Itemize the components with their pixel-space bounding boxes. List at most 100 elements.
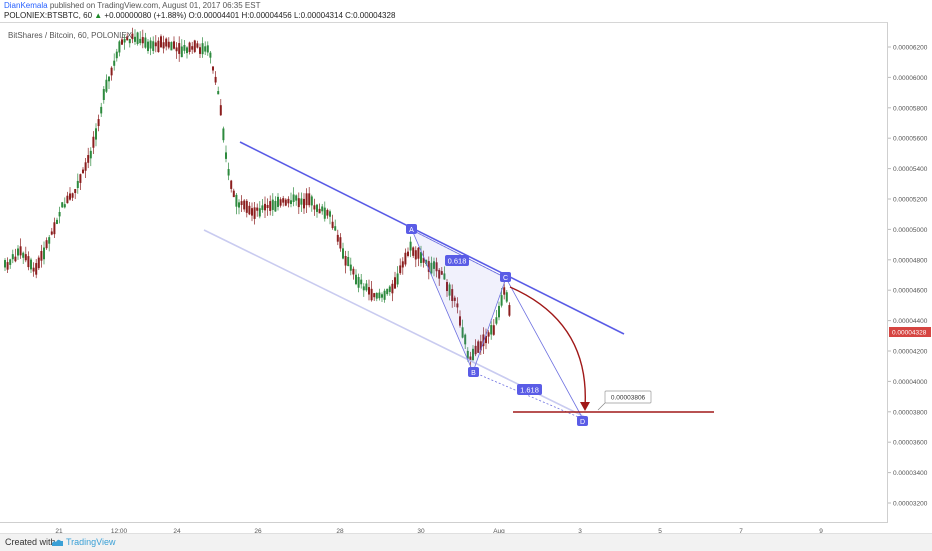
- point-a-marker[interactable]: A: [406, 224, 417, 234]
- candle-body: [40, 251, 43, 261]
- candle-body: [92, 136, 95, 148]
- tradingview-link[interactable]: TradingView: [66, 537, 116, 547]
- point-c-marker[interactable]: C: [500, 272, 511, 282]
- price-tick-label: 0.00006200: [893, 45, 928, 52]
- candle-body: [175, 47, 178, 52]
- candle-body: [414, 250, 417, 260]
- candle-body: [191, 46, 194, 50]
- candle-body: [443, 273, 446, 280]
- candle-body: [331, 221, 334, 228]
- price-axis[interactable]: 0.00006200 0.00006000 0.00005800 0.00005600…: [888, 22, 932, 522]
- point-a-label: A: [409, 227, 414, 234]
- upper-channel-line[interactable]: [239, 141, 625, 335]
- target-price-label: 0.00003806: [611, 395, 646, 402]
- candle-body: [472, 348, 474, 360]
- price-chart[interactable]: A B C D 0.618 1.618 0.00003806: [0, 22, 888, 522]
- candle-body: [323, 207, 326, 219]
- time-tick-label: 21: [55, 528, 63, 535]
- pattern-leg-ac: [411, 229, 507, 279]
- candle-body: [71, 193, 74, 198]
- candle-body: [193, 40, 196, 52]
- candle-body: [123, 38, 126, 43]
- candle-body: [22, 252, 25, 258]
- symbol-info: POLONIEX:BTSBTC, 60: [4, 11, 93, 20]
- candle-body: [349, 264, 352, 271]
- created-with-text: Created with: [5, 537, 56, 547]
- candle-body: [477, 341, 480, 353]
- candle-body: [102, 89, 105, 100]
- time-tick-label: 30: [417, 528, 425, 535]
- author-link[interactable]: DianKemala: [4, 1, 48, 10]
- point-b-marker[interactable]: B: [468, 367, 479, 377]
- candle-body: [282, 198, 285, 203]
- time-axis[interactable]: 21 12:00 24 26 28 30 Aug 3 5 7 9: [0, 522, 888, 535]
- target-callout[interactable]: 0.00003806: [597, 390, 652, 411]
- candle-body: [9, 259, 12, 265]
- chart-pane[interactable]: [0, 22, 888, 522]
- time-tick-label: 7: [739, 528, 743, 535]
- point-d-marker[interactable]: D: [577, 416, 588, 426]
- candle-body: [469, 356, 472, 361]
- candle-body: [487, 332, 490, 337]
- candle-body: [279, 199, 282, 206]
- candle-body: [66, 195, 69, 204]
- price-tick-label: 0.00005800: [893, 105, 928, 112]
- candle-body: [84, 162, 87, 171]
- candle-body: [492, 325, 495, 335]
- open-value: O:0.00004401: [188, 11, 240, 20]
- candle-body: [89, 150, 92, 159]
- candle-body: [162, 42, 165, 49]
- candle-body: [370, 288, 373, 301]
- pattern-leg-cd: [505, 277, 584, 420]
- candle-body: [128, 39, 131, 44]
- fib-0618-tag[interactable]: 0.618: [445, 255, 469, 266]
- candle-body: [451, 289, 454, 302]
- candle-body: [336, 234, 339, 242]
- candle-body: [19, 246, 22, 256]
- candle-body: [401, 261, 404, 268]
- candle-body: [32, 267, 35, 272]
- candle-body: [277, 196, 279, 207]
- candle-body: [61, 202, 64, 208]
- publish-info: DianKemala published on TradingView.com,…: [4, 1, 260, 11]
- candle-body: [495, 317, 498, 324]
- candle-body: [412, 247, 415, 256]
- candle-body: [50, 231, 53, 235]
- fib-1618-tag[interactable]: 1.618: [517, 384, 542, 395]
- candle-body: [253, 207, 256, 219]
- close-value: C:0.00004328: [345, 11, 396, 20]
- candle-body: [206, 45, 209, 53]
- candle-body: [69, 193, 71, 200]
- candle-body: [217, 91, 220, 95]
- candle-body: [305, 193, 308, 206]
- candle-body: [435, 262, 438, 272]
- candle-body: [373, 293, 376, 298]
- candle-body: [180, 46, 183, 58]
- candle-body: [399, 265, 402, 274]
- candle-body: [97, 119, 100, 127]
- fib-0618-label: 0.618: [448, 257, 467, 266]
- candle-body: [30, 259, 32, 270]
- candle-body: [53, 222, 56, 235]
- candle-body: [321, 206, 324, 212]
- candle-body: [456, 303, 459, 308]
- candle-body: [427, 261, 430, 272]
- candle-body: [74, 189, 77, 194]
- point-c-label: C: [503, 275, 508, 282]
- time-tick-label: 5: [658, 528, 662, 535]
- candle-body: [45, 240, 48, 249]
- candle-body: [219, 105, 222, 116]
- candle-body: [243, 200, 246, 210]
- candle-body: [297, 198, 300, 208]
- candle-body: [87, 155, 90, 163]
- candle-body: [464, 334, 467, 345]
- candle-body: [378, 292, 381, 299]
- candle-body: [459, 316, 461, 326]
- candle-body: [490, 325, 493, 335]
- point-d-label: D: [580, 419, 585, 426]
- candle-body: [17, 248, 19, 256]
- candle-body: [269, 201, 272, 211]
- candle-body: [313, 205, 316, 210]
- candle-body: [152, 41, 155, 51]
- candle-body: [407, 251, 409, 256]
